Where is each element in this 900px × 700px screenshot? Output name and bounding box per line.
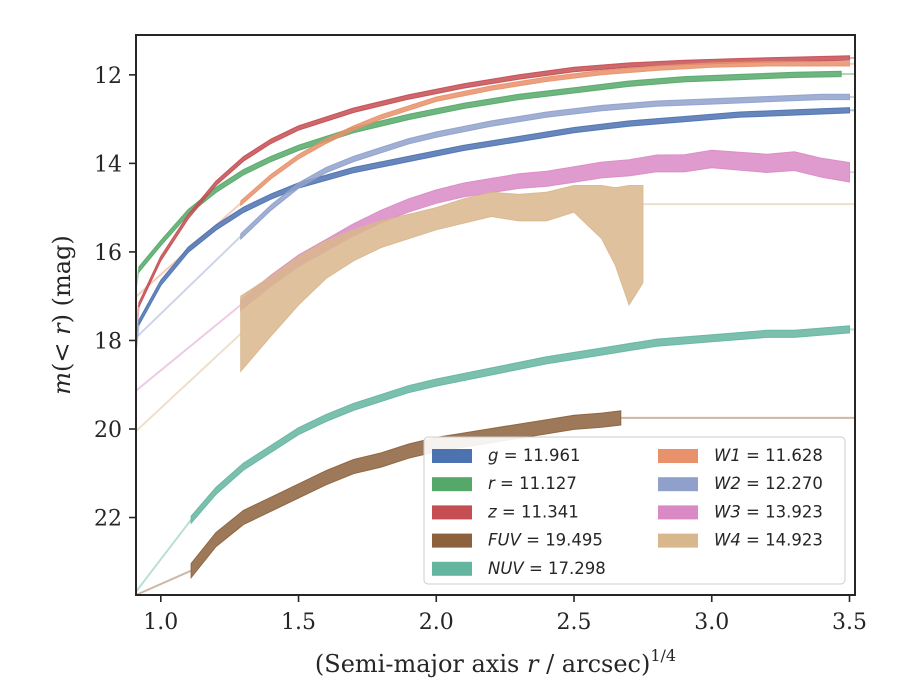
extrapolation-line-w2	[135, 235, 242, 339]
series-band-w1	[240, 61, 850, 207]
legend-label-g: g = 11.961	[488, 446, 581, 465]
chart-legend: g = 11.961 r = 11.127 z = 11.341 FUV = 19.4…	[423, 436, 846, 585]
legend-swatch-w1	[658, 449, 698, 463]
x-tick-label: 2.5	[557, 610, 592, 635]
legend-swatch-z	[432, 505, 472, 520]
legend-box	[423, 436, 846, 585]
legend-swatch-g	[432, 449, 472, 463]
legend-label-w1: W1 = 11.628	[714, 446, 823, 465]
series-band-fuv	[190, 410, 622, 580]
legend-swatch-fuv	[432, 533, 472, 548]
legend-swatch-w2	[658, 477, 698, 492]
series-band-nuv	[190, 325, 850, 525]
y-tick-label: 16	[94, 241, 122, 266]
legend-label-z: z = 11.341	[487, 502, 579, 521]
y-axis-label: m(< r) (mag)	[48, 235, 76, 395]
legend-swatch-r	[432, 477, 472, 492]
legend-label-nuv: NUV = 17.298	[488, 559, 606, 578]
legend-label-w3: W3 = 13.923	[714, 502, 823, 521]
series-band-w2	[240, 93, 850, 241]
x-axis-label: (Semi-major axis r / arcsec)1/4	[315, 646, 676, 678]
extrapolation-line-w3	[135, 304, 242, 392]
legend-label-w2: W2 = 12.270	[714, 474, 823, 493]
x-tick-label: 1.5	[281, 610, 316, 635]
x-tick-label: 3.5	[832, 610, 867, 635]
legend-swatch-w3	[658, 505, 698, 520]
series-band-z	[138, 55, 850, 308]
y-tick-label: 22	[94, 507, 122, 532]
y-tick-label: 12	[94, 64, 122, 89]
series-band-w4	[240, 185, 644, 373]
y-tick-label: 18	[94, 329, 122, 354]
series-layer	[138, 55, 850, 580]
y-tick-label: 14	[94, 152, 122, 177]
legend-swatch-w4	[658, 533, 698, 548]
extrapolation-line-nuv	[135, 519, 192, 593]
extrapolation-layer	[135, 57, 855, 596]
legend-label-r: r = 11.127	[488, 474, 577, 493]
series-band-r	[138, 70, 842, 274]
legend-swatch-nuv	[432, 561, 472, 576]
extrapolation-line-w4	[135, 333, 242, 432]
series-band-g	[138, 107, 850, 326]
legend-label-w4: W4 = 14.923	[714, 531, 823, 550]
x-tick-label: 1.0	[143, 610, 178, 635]
extrapolation-line-fuv	[135, 569, 192, 596]
axis-ticks: 1.0 1.5 2.0 2.5 3.0 3.5 12 14 16 18 20 22	[94, 64, 867, 635]
y-tick-label: 20	[94, 418, 122, 443]
x-tick-label: 3.0	[694, 610, 729, 635]
plot-frame	[135, 34, 856, 596]
x-tick-label: 2.0	[419, 610, 454, 635]
legend-label-fuv: FUV = 19.495	[488, 531, 603, 550]
